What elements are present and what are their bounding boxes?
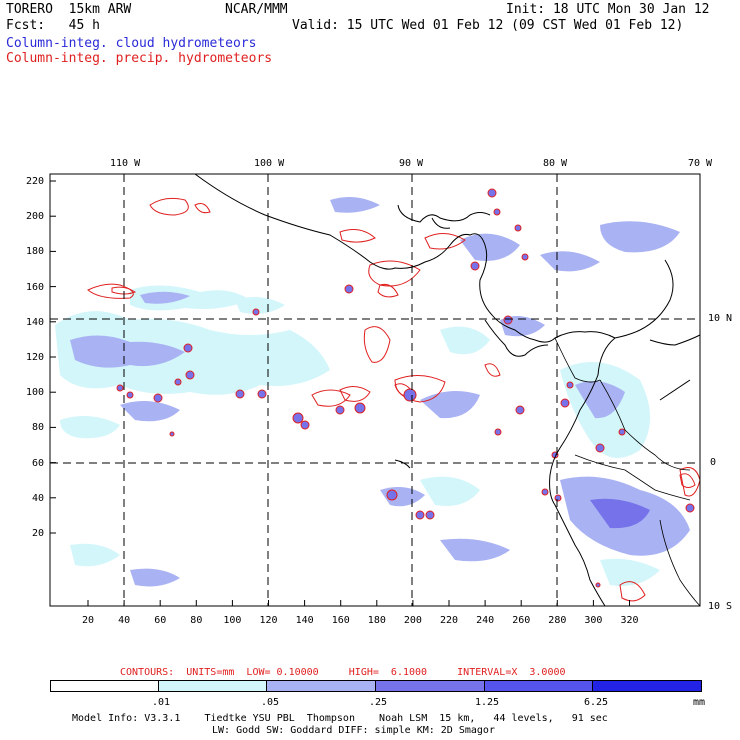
colorbar-cell bbox=[376, 680, 485, 692]
colorbar-label-625: 6.25 bbox=[584, 697, 609, 708]
init-time: Init: 18 UTC Mon 30 Jan 12 bbox=[506, 2, 710, 17]
forecast-hour: Fcst: 45 h bbox=[6, 18, 100, 33]
x-tick-label: 100 bbox=[223, 615, 242, 626]
cloud-legend-label: Column-integ. cloud hydrometeors bbox=[6, 36, 257, 51]
lat-label-10n: 10 N bbox=[708, 313, 733, 324]
y-tick-label: 140 bbox=[26, 316, 45, 328]
coastlines bbox=[194, 173, 701, 607]
lat-label-10s: 10 S bbox=[708, 601, 733, 612]
x-tick-label: 80 bbox=[190, 615, 203, 626]
colorbar-label-25: .25 bbox=[369, 697, 388, 708]
y-tick-label: 200 bbox=[26, 211, 45, 223]
precip-contours bbox=[87, 197, 701, 602]
x-tick-label: 320 bbox=[620, 615, 639, 626]
y-tick-label: 20 bbox=[32, 528, 45, 539]
lat-label-0: 0 bbox=[710, 457, 717, 468]
colorbar-cell bbox=[267, 680, 376, 692]
model-info-line1: Model Info: V3.3.1 Tiedtke YSU PBL Thomp… bbox=[72, 713, 608, 724]
lon-label-80w: 80 W bbox=[543, 158, 568, 169]
x-tick-label: 40 bbox=[118, 615, 131, 626]
colorbar-label-125: 1.25 bbox=[475, 697, 500, 708]
y-tick-label: 220 bbox=[26, 176, 45, 187]
y-tick-label: 180 bbox=[26, 246, 45, 258]
model-info-line2: LW: Godd SW: Goddard DIFF: simple KM: 2D… bbox=[212, 725, 495, 736]
precip-cells bbox=[116, 188, 695, 588]
lon-label-110w: 110 W bbox=[110, 158, 141, 169]
precip-legend-label: Column-integ. precip. hydrometeors bbox=[6, 51, 273, 66]
y-tick-label: 120 bbox=[26, 352, 45, 363]
colorbar-cell bbox=[484, 680, 594, 692]
colorbar-cell bbox=[50, 680, 159, 692]
lon-label-100w: 100 W bbox=[254, 158, 285, 169]
cloud-shading bbox=[55, 196, 690, 587]
y-tick-label: 60 bbox=[32, 457, 45, 469]
center-label: NCAR/MMM bbox=[225, 2, 288, 17]
x-tick-label: 280 bbox=[548, 615, 567, 626]
lon-label-90w: 90 W bbox=[399, 158, 424, 169]
contour-info: CONTOURS: UNITS=mm LOW= 0.10000 HIGH= 6.… bbox=[120, 667, 566, 678]
x-tick-label: 180 bbox=[367, 615, 386, 626]
colorbar-cell bbox=[593, 680, 702, 692]
colorbar-units: mm bbox=[693, 697, 706, 708]
model-title: TORERO 15km ARW bbox=[6, 2, 132, 17]
colorbar-cell bbox=[158, 680, 268, 692]
x-tick-label: 240 bbox=[476, 615, 495, 626]
x-tick-label: 120 bbox=[259, 615, 278, 626]
y-tick-label: 80 bbox=[32, 422, 45, 434]
x-tick-label: 160 bbox=[331, 615, 350, 626]
colorbar-label-01: .01 bbox=[152, 697, 171, 708]
y-tick-label: 100 bbox=[26, 387, 45, 399]
x-tick-label: 220 bbox=[440, 615, 459, 626]
valid-time: Valid: 15 UTC Wed 01 Feb 12 (09 CST Wed … bbox=[292, 18, 684, 33]
country-borders bbox=[554, 337, 701, 607]
y-tick-label: 160 bbox=[26, 281, 45, 293]
axis-ticks bbox=[50, 180, 630, 606]
x-tick-label: 200 bbox=[403, 615, 422, 626]
plot-frame bbox=[49, 173, 701, 607]
x-tick-label: 20 bbox=[82, 615, 95, 626]
graticule bbox=[50, 174, 700, 606]
x-tick-label: 60 bbox=[154, 615, 167, 626]
x-tick-label: 260 bbox=[512, 615, 531, 626]
lon-label-70w: 70 W bbox=[688, 158, 713, 169]
y-tick-label: 40 bbox=[32, 492, 45, 504]
x-tick-label: 140 bbox=[295, 615, 314, 626]
colorbar-label-05: .05 bbox=[261, 697, 280, 708]
x-tick-label: 300 bbox=[584, 615, 603, 626]
